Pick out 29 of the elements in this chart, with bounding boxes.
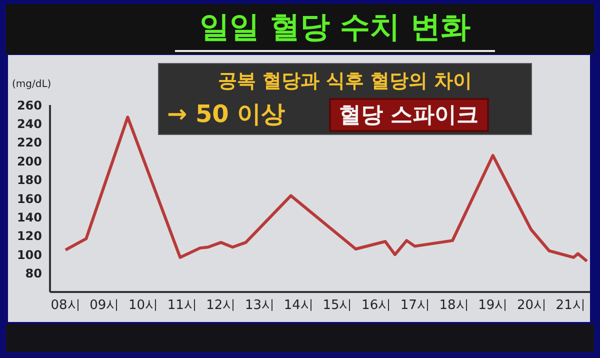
x-tick-label: 15시 [322, 298, 352, 314]
y-tick-label: 200 [16, 154, 42, 168]
y-tick-label: 180 [16, 173, 42, 188]
x-tick-label: 16시 [362, 298, 392, 314]
annotation: → 50 이상 [167, 99, 286, 130]
x-tick-label: 09시 [90, 298, 120, 314]
y-tick-label: 80 [25, 266, 42, 281]
x-tick-label: 14시 [284, 298, 314, 314]
x-tick-label: 20시 [516, 298, 546, 314]
y-axis-title: (mg/dL) [12, 79, 52, 90]
x-tick-label: 17시 [400, 298, 430, 314]
y-tick-label: 220 [16, 136, 42, 150]
x-tick-label: 10시 [128, 298, 158, 314]
x-tick-label: 19시 [478, 298, 508, 314]
x-tick-label: 18시 [439, 298, 469, 314]
text: 공복 혈당과 식후 혈당의 차이 [216, 69, 474, 94]
annotation: 혈당 스파이크 [329, 98, 489, 132]
y-tick-label: 120 [16, 229, 42, 244]
x-tick-label: 08시 [50, 298, 80, 314]
y-tick-label: 100 [16, 248, 42, 262]
chart-title: 일일 혈당 수치 변화 [175, 8, 495, 52]
y-tick-label: 260 [16, 98, 42, 112]
x-tick-label: 11시 [167, 298, 197, 314]
x-tick-label: 13시 [245, 298, 275, 314]
y-tick-label: 160 [16, 192, 42, 206]
y-tick-label: 140 [16, 210, 42, 224]
x-tick-label: 21시 [556, 298, 586, 314]
y-tick-label: 240 [16, 116, 42, 131]
x-tick-label: 12시 [206, 298, 236, 314]
